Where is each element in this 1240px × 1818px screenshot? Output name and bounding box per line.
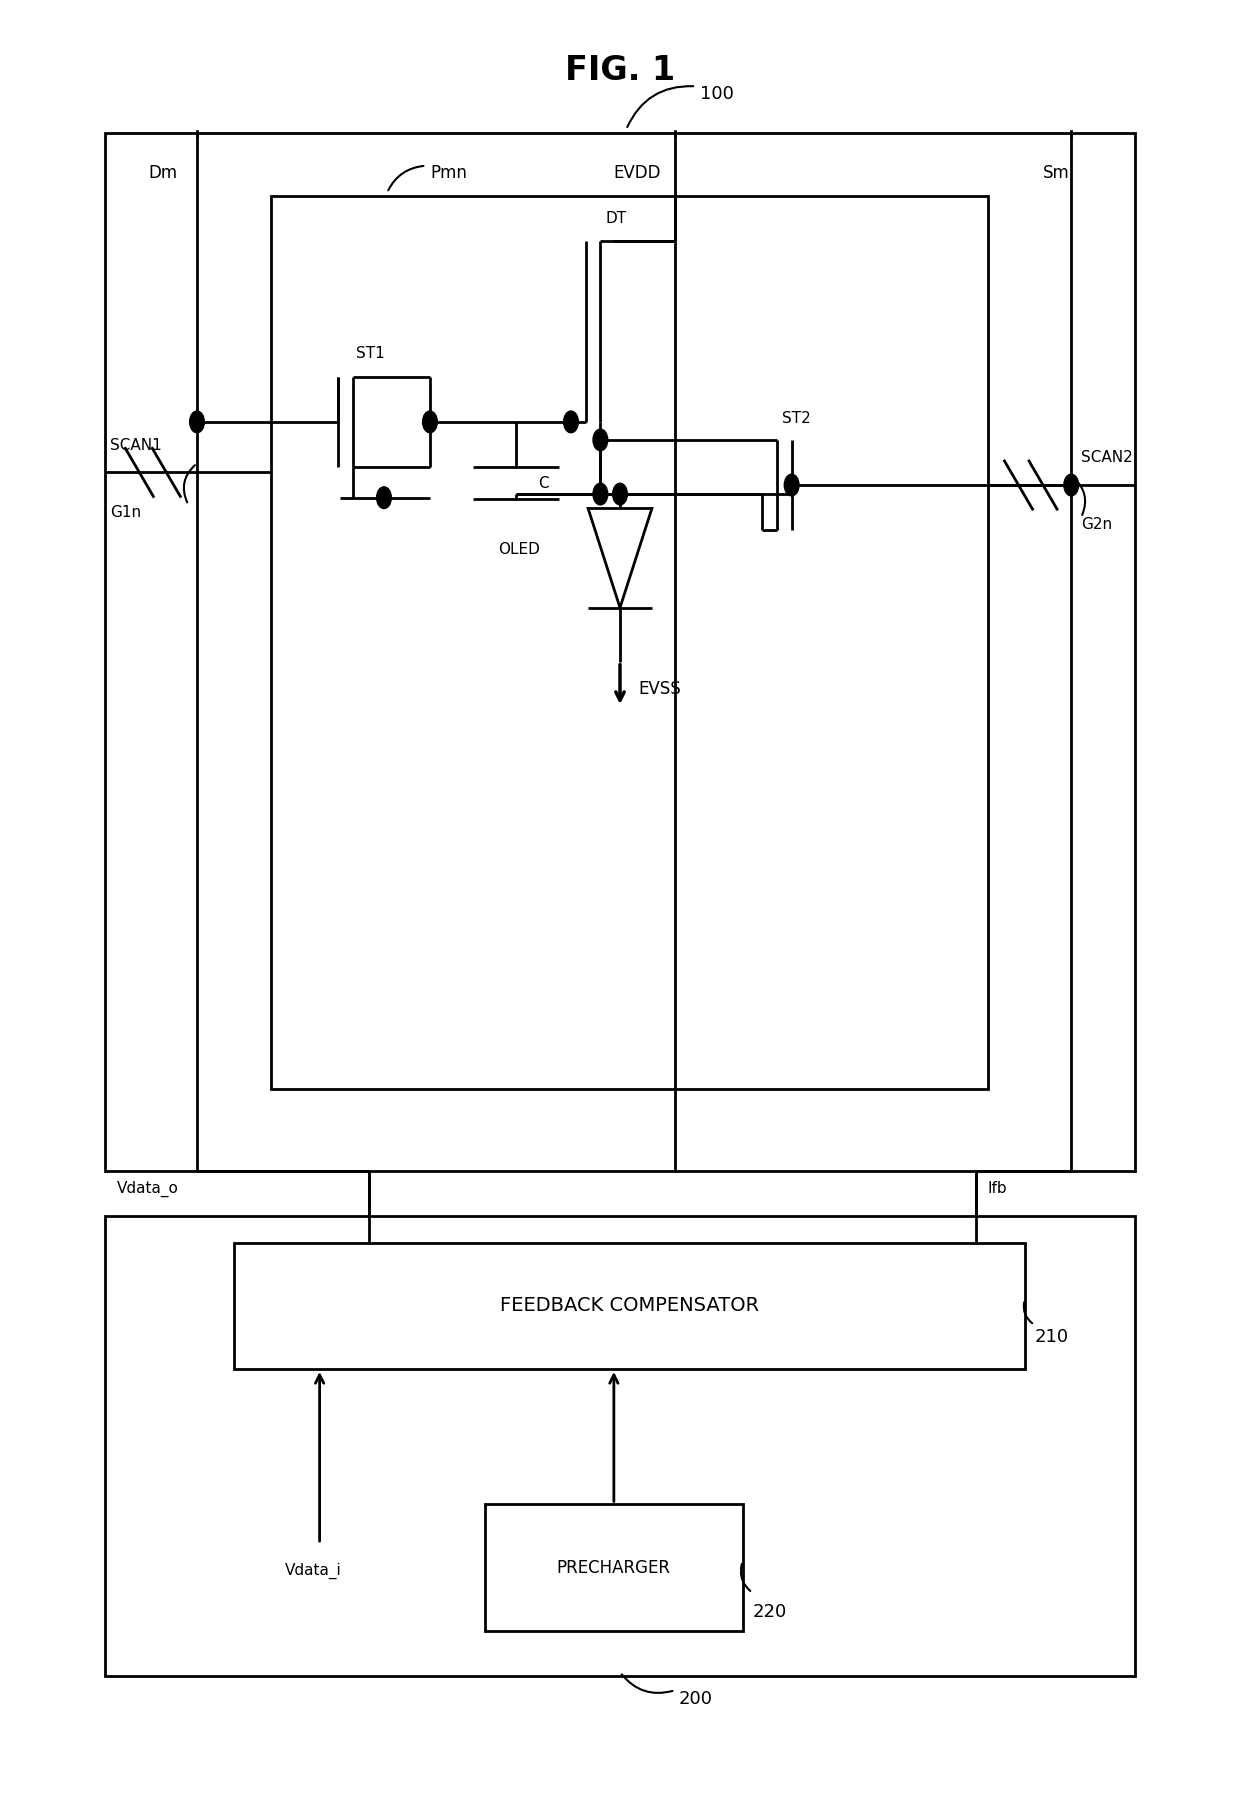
- Text: OLED: OLED: [498, 542, 541, 556]
- Circle shape: [593, 484, 608, 505]
- Circle shape: [784, 474, 799, 496]
- Text: FEEDBACK COMPENSATOR: FEEDBACK COMPENSATOR: [500, 1296, 759, 1316]
- Text: ST1: ST1: [356, 345, 386, 360]
- Text: 210: 210: [1034, 1329, 1069, 1347]
- Circle shape: [564, 411, 578, 433]
- Text: SCAN1: SCAN1: [110, 438, 161, 453]
- Bar: [105, 133, 1135, 1171]
- Bar: [105, 1216, 1135, 1676]
- Text: EVDD: EVDD: [614, 164, 661, 182]
- Circle shape: [613, 484, 627, 505]
- Bar: [270, 196, 988, 1089]
- Circle shape: [377, 487, 392, 509]
- Text: G1n: G1n: [110, 505, 141, 520]
- Circle shape: [593, 429, 608, 451]
- Text: 100: 100: [699, 85, 734, 102]
- Text: G2n: G2n: [1081, 518, 1112, 533]
- Text: 200: 200: [678, 1691, 713, 1709]
- Text: PRECHARGER: PRECHARGER: [557, 1558, 671, 1576]
- Text: C: C: [538, 476, 548, 491]
- Text: 220: 220: [753, 1603, 786, 1620]
- Text: SCAN2: SCAN2: [1081, 451, 1133, 465]
- Text: FIG. 1: FIG. 1: [565, 53, 675, 87]
- Text: Vdata_i: Vdata_i: [285, 1563, 342, 1580]
- Text: EVSS: EVSS: [639, 680, 681, 698]
- Text: ST2: ST2: [782, 411, 811, 425]
- Text: Pmn: Pmn: [430, 164, 466, 182]
- Text: Ifb: Ifb: [988, 1182, 1007, 1196]
- Text: Dm: Dm: [148, 164, 177, 182]
- Text: Sm: Sm: [1043, 164, 1070, 182]
- Bar: [234, 1244, 1024, 1369]
- Circle shape: [423, 411, 438, 433]
- Text: Vdata_o: Vdata_o: [118, 1180, 179, 1196]
- Text: DT: DT: [605, 211, 626, 225]
- Bar: [485, 1503, 743, 1631]
- Circle shape: [1064, 474, 1079, 496]
- Circle shape: [190, 411, 205, 433]
